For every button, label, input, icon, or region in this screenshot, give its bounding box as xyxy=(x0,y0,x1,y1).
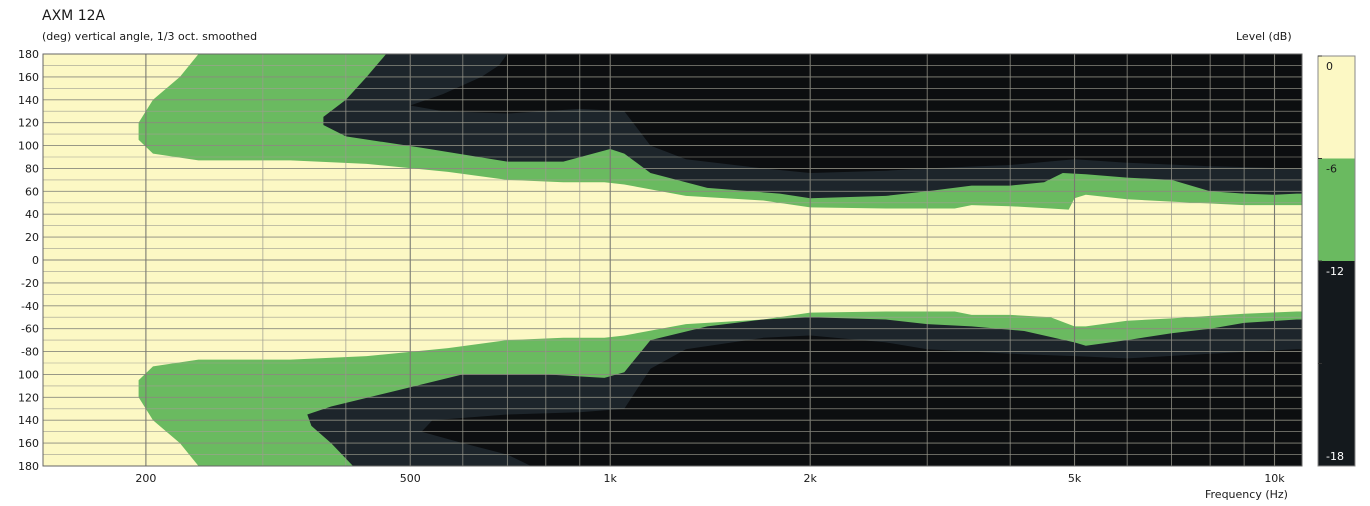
x-tick-label: 5k xyxy=(1068,472,1082,485)
x-tick-label: 2k xyxy=(803,472,817,485)
legend-swatch xyxy=(1318,56,1355,159)
y-tick-label: 80 xyxy=(25,162,39,175)
legend-title: Level (dB) xyxy=(1236,30,1292,43)
legend-label: -18 xyxy=(1326,450,1344,463)
y-tick-label: -20 xyxy=(21,277,39,290)
y-tick-label: 20 xyxy=(25,231,39,244)
x-tick-label: 200 xyxy=(135,472,156,485)
x-tick-label: 10k xyxy=(1264,472,1285,485)
legend-label: -12 xyxy=(1326,265,1344,278)
y-tick-label: -80 xyxy=(21,346,39,359)
y-tick-label: 40 xyxy=(25,208,39,221)
y-tick-label: 180 xyxy=(18,460,39,473)
contour-upper-18db xyxy=(43,54,1302,173)
y-tick-label: 120 xyxy=(18,117,39,130)
y-tick-label: 140 xyxy=(18,414,39,427)
legend-label: -6 xyxy=(1326,163,1337,176)
y-tick-label: 60 xyxy=(25,185,39,198)
y-axis-caption: (deg) vertical angle, 1/3 oct. smoothed xyxy=(42,30,258,43)
plot-frame xyxy=(42,53,1303,467)
chart-title: AXM 12A xyxy=(42,8,106,24)
legend-swatch xyxy=(1318,261,1355,364)
y-tick-label: 100 xyxy=(18,140,39,153)
x-tick-label: 1k xyxy=(604,472,618,485)
legend-label: 0 xyxy=(1326,60,1333,73)
y-tick-label: 100 xyxy=(18,368,39,381)
x-tick-label: 500 xyxy=(400,472,421,485)
x-axis-label: Frequency (Hz) xyxy=(1205,488,1288,501)
y-tick-label: 140 xyxy=(18,94,39,107)
legend-swatch xyxy=(1318,363,1355,466)
legend-swatch xyxy=(1318,158,1355,261)
y-tick-label: 180 xyxy=(18,48,39,61)
y-tick-label: 120 xyxy=(18,391,39,404)
y-tick-label: 0 xyxy=(32,254,39,267)
y-tick-label: -40 xyxy=(21,300,39,313)
axes: 180160140120100806040200-20-40-60-801001… xyxy=(18,48,1303,485)
y-tick-label: 160 xyxy=(18,71,39,84)
contour-lower-18db xyxy=(43,335,1302,466)
y-tick-label: -60 xyxy=(21,323,39,336)
y-tick-label: 160 xyxy=(18,437,39,450)
level-legend: 0 -6 -12 -18 xyxy=(1317,55,1356,467)
